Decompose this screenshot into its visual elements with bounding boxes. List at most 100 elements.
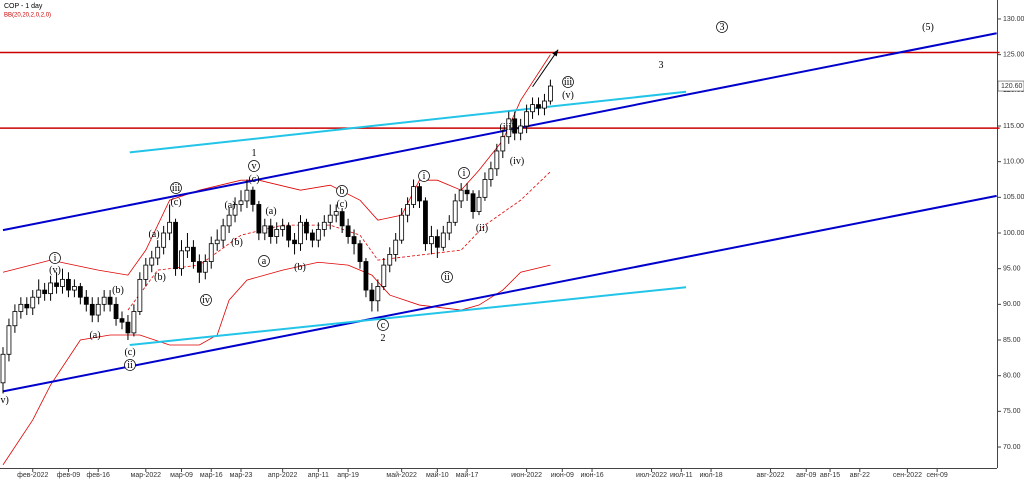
wave-label: v [252, 161, 257, 172]
candle-body [500, 136, 506, 152]
candle-body [48, 282, 53, 295]
x-tick-label: апр-11 [308, 472, 329, 479]
wave-label: (a) [224, 200, 235, 211]
wave-label: b [340, 186, 345, 197]
trendline [2, 194, 997, 393]
candle-body [280, 225, 286, 230]
y-tick-label: 125.00 [1003, 51, 1024, 58]
candle-body [548, 85, 553, 102]
x-tick-label: июл-11 [670, 472, 693, 479]
indicator-label: BB(20,20,2,0,2,0) [4, 13, 51, 19]
arrow [532, 49, 559, 88]
candle-body [387, 254, 393, 266]
wave-circle [336, 185, 348, 197]
candle-body [345, 225, 351, 237]
candle-body [298, 221, 303, 245]
wave-circle [458, 167, 470, 179]
candle-body [238, 200, 244, 205]
wave-circle [377, 319, 389, 331]
wave-label: (v) [562, 90, 574, 101]
wave-label: (v) [0, 395, 9, 406]
y-tick-label: 70.00 [1003, 444, 1021, 451]
candle-body [12, 311, 18, 327]
x-tick-label: сен-09 [926, 472, 947, 479]
x-tick-label: июн-16 [580, 472, 603, 479]
wave-circle [441, 271, 453, 283]
wave-label: (ii) [476, 223, 488, 234]
y-tick-label: 75.00 [1003, 408, 1021, 415]
candle-body [286, 225, 292, 241]
candle-body [0, 353, 6, 384]
wave-label: iv [202, 295, 210, 306]
candle-body [470, 193, 476, 212]
candle-body [268, 225, 274, 237]
candle-body [119, 318, 125, 323]
wave-label: ii [444, 272, 450, 283]
x-tick-label: мар-16 [200, 472, 223, 479]
candle-body [179, 250, 184, 270]
wave-label: (c) [124, 347, 135, 358]
candle-body [405, 204, 411, 216]
y-tick-label: 115.00 [1003, 123, 1024, 130]
wave-label: (c) [170, 197, 181, 208]
candle-body [333, 211, 339, 216]
x-tick-label: мар-09 [170, 472, 193, 479]
x-tick-label: июн-09 [551, 472, 574, 479]
trendline [129, 286, 687, 347]
x-tick-label: фев-16 [86, 472, 110, 479]
wave-circle [258, 255, 270, 267]
candle-body [54, 282, 59, 287]
candle-body [423, 200, 428, 245]
candle-body [393, 239, 399, 255]
candle-body [542, 100, 547, 109]
wave-label: a [262, 256, 267, 267]
x-tick-label: апр-2022 [268, 472, 298, 479]
candle-body [369, 289, 375, 302]
wave-label: 1 [252, 148, 257, 159]
x-tick-label: сен-2022 [893, 472, 922, 479]
bollinger-band [2, 261, 551, 466]
wave-circle [418, 170, 430, 182]
wave-label: 3 [659, 60, 664, 71]
candle-body [220, 225, 226, 241]
candle-body [42, 289, 48, 295]
wave-label: ii [127, 360, 133, 371]
wave-circle [562, 76, 574, 88]
x-tick-label: фев-09 [57, 472, 81, 479]
candle-body [256, 204, 262, 234]
candle-body [161, 232, 167, 248]
wave-label: 3 [720, 22, 725, 33]
candle-body [274, 229, 280, 237]
wave-label: (iii) [500, 122, 515, 133]
x-tick-label: мар-23 [230, 472, 253, 479]
y-tick-label: 95.00 [1003, 266, 1021, 273]
candle-body [36, 289, 42, 298]
candle-body [482, 179, 488, 198]
x-tick-label: авг-15 [820, 472, 840, 479]
candle-body [518, 125, 524, 134]
y-tick-label: 105.00 [1003, 194, 1024, 201]
wave-label: i [423, 171, 426, 182]
candle-body [250, 189, 256, 205]
candle-body [77, 286, 83, 298]
trendline [129, 90, 687, 154]
y-tick-label: 130.00 [1003, 16, 1024, 23]
candle-body [304, 221, 309, 234]
candle-body [357, 243, 363, 262]
candle-body [292, 239, 297, 245]
last-price-box [997, 80, 1024, 92]
wave-label: (iv) [510, 156, 524, 167]
candle-body [113, 303, 119, 320]
candle-body [381, 264, 387, 287]
candle-body [214, 239, 220, 245]
candle-body [434, 236, 440, 248]
wave-label: (b) [294, 262, 306, 273]
wave-circle [49, 252, 61, 264]
candle-body [458, 189, 464, 202]
candle-body [351, 236, 357, 245]
candle-body [327, 214, 333, 223]
candle-body [476, 196, 482, 212]
candle-body [149, 257, 155, 266]
candle-body [208, 243, 214, 262]
x-tick-label: авг-2022 [757, 472, 785, 479]
